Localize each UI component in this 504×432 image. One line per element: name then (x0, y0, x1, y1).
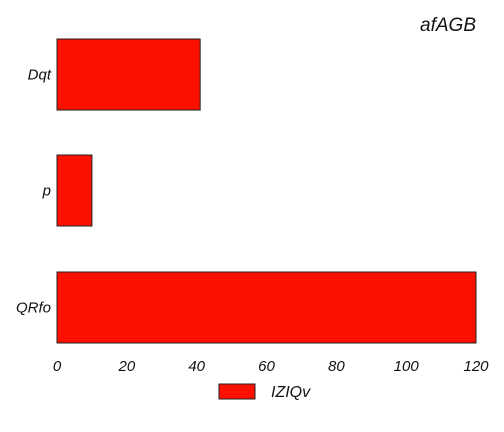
legend-swatch (218, 383, 256, 400)
category-label-dqt: Dqt (28, 67, 52, 84)
chart-title: afAGB (420, 15, 476, 36)
x-tick-label: 120 (463, 358, 489, 375)
x-axis-ticks: 0 20 40 60 80 100 120 (53, 358, 489, 375)
bar-qrfo (56, 271, 477, 344)
x-tick-label: 100 (394, 358, 420, 375)
category-label-qrfo: QRfo (16, 300, 51, 317)
x-tick-label: 20 (117, 358, 135, 375)
category-labels: Dqt p QRfo (16, 67, 52, 317)
legend-label: IZIQv (271, 384, 311, 401)
x-tick-label: 0 (53, 358, 62, 375)
x-tick-label: 60 (258, 358, 275, 375)
bars-group (56, 38, 477, 344)
category-label-p: p (42, 183, 51, 200)
bar-p (56, 154, 93, 227)
x-tick-label: 80 (328, 358, 345, 375)
x-tick-label: 40 (188, 358, 205, 375)
bar-dqt (56, 38, 201, 111)
legend: IZIQv (218, 383, 311, 401)
